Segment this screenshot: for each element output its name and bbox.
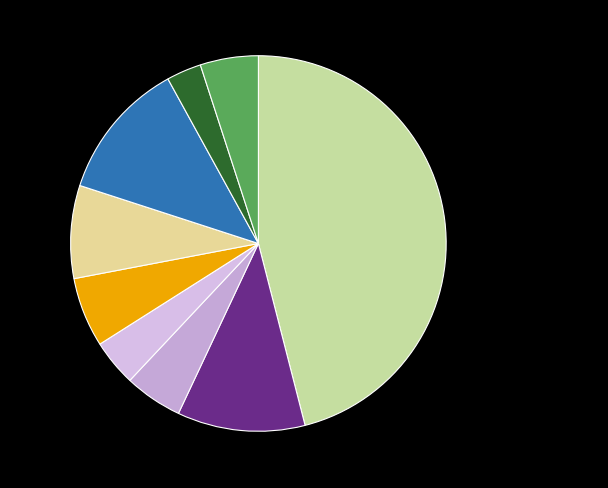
Wedge shape	[201, 57, 258, 244]
Wedge shape	[80, 80, 258, 244]
Wedge shape	[168, 66, 258, 244]
Wedge shape	[179, 244, 305, 431]
Wedge shape	[71, 186, 258, 279]
Wedge shape	[74, 244, 258, 345]
Wedge shape	[100, 244, 258, 381]
Wedge shape	[130, 244, 258, 413]
Wedge shape	[258, 57, 446, 426]
